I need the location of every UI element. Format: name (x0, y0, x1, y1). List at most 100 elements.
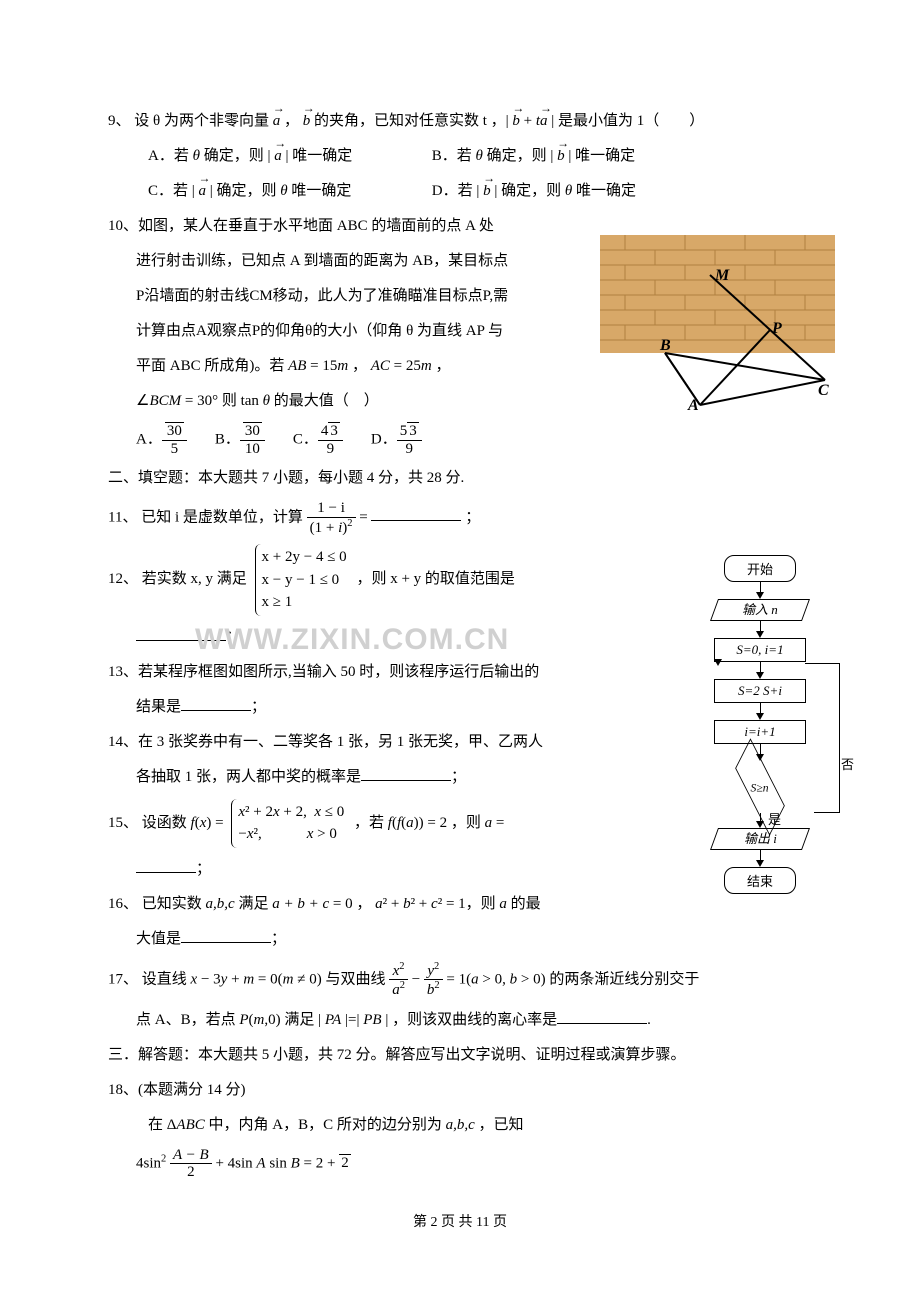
q11-num: 11、 (108, 509, 137, 525)
q10: 10、如图，某人在垂直于水平地面 ABC 的墙面前的点 A 处 (108, 213, 568, 240)
q9-optB: B．若 θ 确定，则 | b | 唯一确定 (432, 148, 635, 164)
fc-cond-label: S≥n (719, 781, 799, 795)
q10-l1: 如图，某人在垂直于水平地面 ABC 的墙面前的点 A 处 (138, 218, 494, 234)
q10-num: 10、 (108, 218, 138, 234)
q13-tail: ； (251, 699, 266, 715)
q11-frac: 1 − i (1 + i)2 (307, 500, 356, 536)
fc-step2: i=i+1 (714, 720, 806, 744)
q9-num: 9、 (108, 113, 131, 129)
q17-tail: . (647, 1012, 651, 1028)
flowchart: 开始 输入 n S=0, i=1 S=2 S+i i=i+1 S≥n 否 是 输… (670, 555, 850, 894)
q13-l2: 结果是； (108, 694, 636, 721)
label-A: A (687, 397, 699, 410)
q12-t1: 若实数 x, y 满足 (142, 571, 251, 587)
q17-blank (557, 1008, 647, 1024)
label-M: M (714, 267, 730, 284)
fc-step2-label: i=i+1 (744, 724, 775, 739)
q9-t3: | 是最小值为 1（ ） (551, 113, 704, 129)
q17: 17、 设直线 x − 3y + m = 0(m ≠ 0) 与双曲线 x2a2 … (108, 961, 812, 999)
q13-t: 若某程序框图如图所示,当输入 50 时，则该程序运行后输出的 (138, 664, 539, 680)
q14-t2: 各抽取 1 张，两人都中奖的概率是 (136, 769, 361, 785)
page-footer: 第 2 页 共 11 页 (108, 1211, 812, 1231)
q17-line2: 点 A、B，若点 P(m,0) 满足 | PA |=| PB | ，则该双曲线的… (136, 1012, 557, 1028)
q15: 15、 设函数 f(x) = x² + 2x + 2, x ≤ 0 −x², x… (108, 799, 628, 848)
q10-options: A．305 B．3010 C．439 D．539 (108, 423, 812, 457)
q9-t2: 的夹角，已知对任意实数 t ，| (314, 113, 512, 129)
fc-output: 输出 i (710, 828, 810, 850)
fc-no: 否 (841, 754, 854, 773)
q9-opts-row2: C．若 | a | 确定，则 θ 唯一确定 D．若 | b | 确定，则 θ 唯… (108, 178, 812, 205)
label-P: P (771, 320, 782, 337)
q12-sys-0: x + 2y − 4 ≤ 0 (262, 546, 347, 569)
q14-t1: 在 3 张奖券中有一、二等奖各 1 张，另 1 张无奖，甲、乙两人 (138, 734, 543, 750)
q10-l5: 平面 ABC 所成角)。若 AB = 15m ， AC = 25m ， (108, 353, 606, 380)
q12-tail: ； (226, 629, 241, 645)
fc-input: 输入 n (710, 599, 810, 621)
q13-blank (181, 695, 251, 711)
q9-opts-row1: A．若 θ 确定，则 | a | 唯一确定 B．若 θ 确定，则 | b | 唯… (108, 143, 812, 170)
q9-t1: 设 θ 为两个非零向量 (134, 113, 272, 129)
fc-end: 结束 (724, 867, 796, 894)
q17-minus: − (412, 971, 424, 987)
section3-title: 三．解答题：本大题共 5 小题，共 72 分。解答应写出文字说明、证明过程或演算… (108, 1042, 812, 1069)
q10-l4: 计算由点A观察点P的仰角θ的大小（仰角 θ 为直线 AP 与 (108, 318, 606, 345)
q9-b: b (303, 113, 311, 129)
q9-optC: C．若 | a | 确定，则 θ 唯一确定 (148, 178, 428, 205)
q9-c1: ， (284, 113, 299, 129)
q14-blank (361, 765, 451, 781)
q18: 18、(本题满分 14 分) (108, 1077, 812, 1104)
fc-step1: S=2 S+i (714, 679, 806, 703)
section2-title: 二、填空题：本大题共 7 小题，每小题 4 分，共 28 分. (108, 465, 812, 492)
q15-t1: 设函数 f(x) = (142, 814, 228, 830)
q9: 9、 设 θ 为两个非零向量 a ， b 的夹角，已知对任意实数 t ，| b … (108, 108, 812, 135)
q12-system: x + 2y − 4 ≤ 0 x − y − 1 ≤ 0 x ≥ 1 (255, 544, 353, 616)
fc-yes: 是 (768, 809, 781, 828)
q16-num: 16、 (108, 896, 138, 912)
q12-t2: ，则 x + y 的取值范围是 (356, 571, 514, 587)
wall-diagram: M P B C A (600, 235, 835, 410)
q18-frac: A − B2 (170, 1147, 212, 1181)
fc-step1-label: S=2 S+i (738, 683, 782, 698)
q9-optA: A．若 θ 确定，则 | a | 唯一确定 (148, 143, 428, 170)
fc-input-label: 输入 n (742, 600, 778, 620)
page: 9、 设 θ 为两个非零向量 a ， b 的夹角，已知对任意实数 t ，| b … (0, 0, 920, 1271)
q15-sys-0: x² + 2x + 2, x ≤ 0 (238, 801, 344, 824)
q12-sys-1: x − y − 1 ≤ 0 (262, 569, 347, 592)
q15-t2: ，若 f(f(a)) = 2 ，则 a = (354, 814, 504, 830)
q18-l1: 在 ΔABC 中，内角 A，B，C 所对的边分别为 a,b,c ，已知 (108, 1112, 812, 1139)
q10-optD: D．539 (371, 423, 422, 457)
q16-t1: 已知实数 a,b,c 满足 a + b + c = 0 ， a² + b² + … (142, 896, 541, 912)
q17-num: 17、 (108, 971, 138, 987)
q18-num: 18、 (108, 1082, 138, 1098)
q10-l2: 进行射击训练，已知点 A 到墙面的距离为 AB，某目标点 (108, 248, 606, 275)
q16-tail: ； (271, 931, 286, 947)
fc-start: 开始 (724, 555, 796, 582)
fc-init: S=0, i=1 (714, 638, 806, 662)
q14: 14、在 3 张奖券中有一、二等奖各 1 张，另 1 张无奖，甲、乙两人 (108, 729, 608, 756)
q11-frac-num: 1 − i (307, 500, 356, 517)
fc-init-label: S=0, i=1 (736, 642, 783, 657)
q11-tail: ； (465, 509, 480, 525)
q12-sys-2: x ≥ 1 (262, 591, 347, 614)
label-C: C (818, 382, 829, 399)
q15-sys-1: −x², x > 0 (238, 823, 344, 846)
q17-l2: 点 A、B，若点 P(m,0) 满足 | PA |=| PB | ，则该双曲线的… (108, 1007, 812, 1034)
q14-tail: ； (451, 769, 466, 785)
q11-frac-den: (1 + i)2 (307, 517, 356, 537)
q12-blank (136, 625, 226, 641)
q16-blank (181, 927, 271, 943)
q9-a: a (273, 113, 281, 129)
q10-l3: P沿墙面的射击线CM移动，此人为了准确瞄准目标点P,需 (108, 283, 606, 310)
q14-l2: 各抽取 1 张，两人都中奖的概率是 ； (108, 764, 636, 791)
q14-num: 14、 (108, 734, 138, 750)
q18-eq: 4sin2 A − B2 + 4sin A sin B = 2 + 2 (108, 1147, 812, 1181)
q16-l2: 大值是 ； (108, 926, 812, 953)
q11-eq: = (359, 509, 371, 525)
q12-num: 12、 (108, 571, 138, 587)
q10-l6: ∠BCM = 30° 则 tan θ 的最大值（ ） (108, 388, 606, 415)
q15-tail: ； (196, 861, 211, 877)
q17-t2: = 1(a > 0, b > 0) 的两条渐近线分别交于 (446, 971, 699, 987)
q10-optC: C．439 (293, 423, 343, 457)
q16-t2: 大值是 (136, 931, 181, 947)
q9-optD: D．若 | b | 确定，则 θ 唯一确定 (432, 183, 636, 199)
